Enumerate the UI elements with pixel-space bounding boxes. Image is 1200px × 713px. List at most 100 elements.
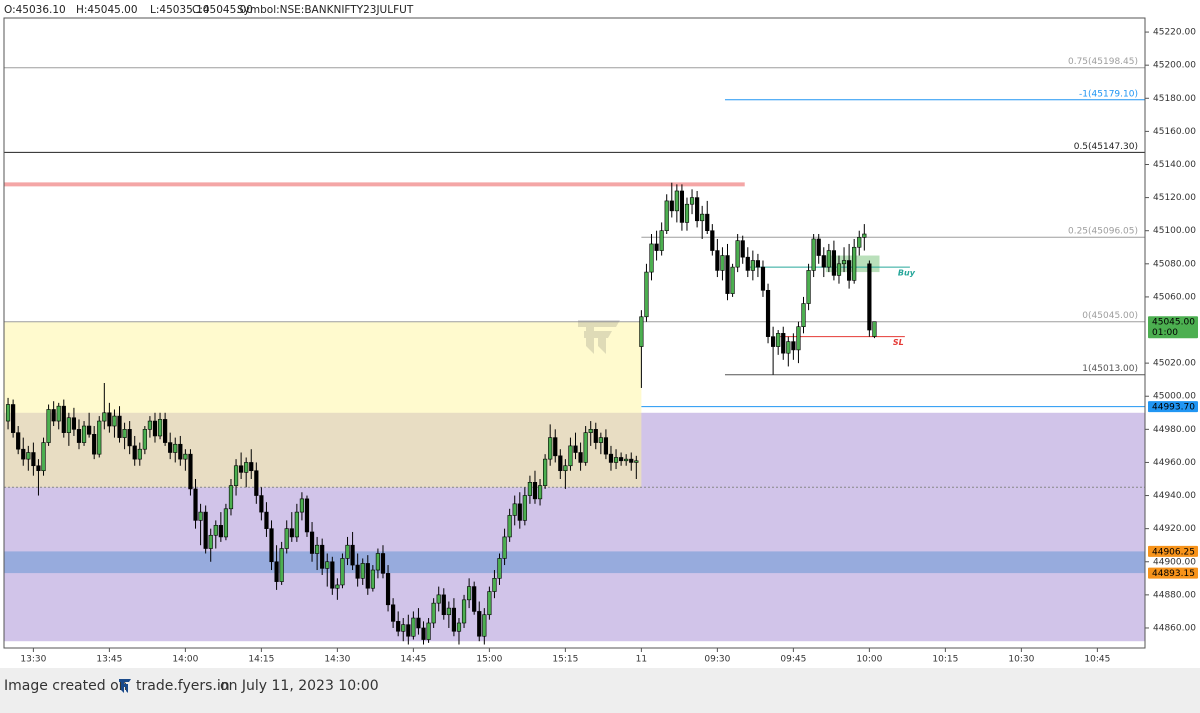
candle-body: [502, 536, 507, 559]
candle-body: [705, 213, 710, 232]
candle-body: [477, 611, 482, 637]
y-tick-label: 44920.00: [1153, 524, 1196, 534]
candle-body: [350, 544, 355, 566]
candle-body: [456, 622, 462, 632]
candle-body: [11, 404, 16, 433]
candle-body: [239, 465, 244, 473]
candle-body: [431, 602, 436, 624]
candle-body: [730, 266, 735, 294]
y-tick-label: 45080.00: [1153, 259, 1196, 269]
candle-body: [315, 544, 320, 554]
candle-body: [345, 544, 350, 559]
price-badge-label: 44993.70: [1152, 403, 1195, 413]
candle-body: [603, 437, 609, 455]
candle-body: [198, 511, 203, 521]
candle-body: [330, 561, 335, 589]
candle-body: [588, 429, 593, 433]
candle-body: [872, 321, 877, 337]
candle-body: [517, 503, 522, 521]
candle-body: [695, 197, 700, 222]
y-tick-label: 45160.00: [1153, 127, 1196, 137]
candle-body: [487, 591, 492, 616]
candle-body: [87, 425, 92, 435]
x-tick-label: 13:30: [20, 655, 46, 665]
candle-body: [436, 594, 441, 604]
candle-body: [862, 233, 867, 238]
candle-body: [188, 453, 193, 490]
candle-body: [867, 263, 872, 331]
candle-body: [289, 528, 294, 538]
candle-body: [568, 445, 573, 467]
candle-body: [852, 246, 857, 281]
candle-body: [36, 465, 41, 472]
candle-body: [578, 452, 583, 463]
candle-body: [340, 558, 345, 586]
candle-body: [563, 465, 568, 472]
y-tick-label: 44900.00: [1153, 557, 1196, 567]
candle-body: [132, 445, 137, 460]
candle-body: [482, 614, 487, 637]
y-tick-label: 44880.00: [1153, 590, 1196, 600]
x-tick-label: 14:30: [324, 655, 350, 665]
y-tick-label: 45020.00: [1153, 359, 1196, 369]
candle-body: [122, 429, 127, 438]
candle-body: [173, 443, 178, 453]
header-symbol: Symbol:NSE:BANKNIFTY23JULFUT: [237, 4, 414, 16]
candle-body: [163, 419, 168, 443]
header: O:45036.10 H:45045.00 L:45035.10 C:45045…: [4, 4, 414, 16]
candle-body: [841, 260, 847, 265]
candle-body: [700, 213, 705, 222]
candle-body: [821, 255, 826, 268]
candle-body: [81, 425, 87, 443]
candle-body: [385, 573, 391, 606]
candle-body: [21, 448, 26, 460]
candle-body: [274, 561, 279, 582]
x-tick-label: 15:00: [476, 655, 502, 665]
candle-body: [497, 558, 502, 579]
footer-logo: [119, 679, 131, 693]
footer: Image created on trade.fyers.in on July …: [4, 678, 379, 694]
candle-body: [543, 458, 548, 486]
candle-body: [553, 437, 558, 457]
plot-area: [4, 67, 1145, 645]
candle-body: [208, 534, 213, 549]
candle-body: [228, 485, 234, 510]
y-tick-label: 44860.00: [1153, 623, 1196, 633]
candle-body: [674, 190, 679, 212]
candle-body: [335, 584, 340, 589]
x-tick-label: 10:15: [932, 655, 958, 665]
candle-body: [532, 482, 538, 500]
candle-body: [264, 511, 269, 529]
candle-body: [92, 434, 97, 455]
candle-body: [299, 498, 305, 513]
candle-body: [801, 303, 806, 328]
y-tick-label: 45120.00: [1153, 193, 1196, 203]
candle-body: [233, 465, 239, 486]
candle-body: [512, 503, 517, 516]
candle-body: [669, 200, 674, 212]
candle-body: [765, 289, 771, 337]
y-tick-label: 45000.00: [1153, 392, 1196, 402]
header-close: C:45045.00: [192, 4, 253, 16]
candle-body: [492, 578, 497, 592]
footer-suffix: on July 11, 2023 10:00: [220, 678, 379, 694]
candle-body: [51, 409, 56, 422]
candle-body: [137, 448, 142, 460]
candle-body: [654, 243, 659, 251]
level-label: 1(45013.00): [1082, 364, 1138, 374]
y-tick-label: 44960.00: [1153, 458, 1196, 468]
candle-body: [735, 240, 740, 268]
y-tick-label: 45060.00: [1153, 292, 1196, 302]
candle-body: [472, 586, 477, 612]
candle-body: [441, 594, 446, 616]
candle-body: [750, 260, 755, 271]
candle-body: [76, 429, 82, 443]
candle-body: [71, 417, 77, 430]
candle-body: [411, 617, 416, 637]
price-badge: [1148, 567, 1198, 579]
candle-body: [634, 460, 639, 463]
candle-body: [26, 452, 31, 460]
x-tick-label: 13:45: [96, 655, 122, 665]
candle-body: [97, 420, 102, 455]
candle-body: [624, 458, 629, 462]
